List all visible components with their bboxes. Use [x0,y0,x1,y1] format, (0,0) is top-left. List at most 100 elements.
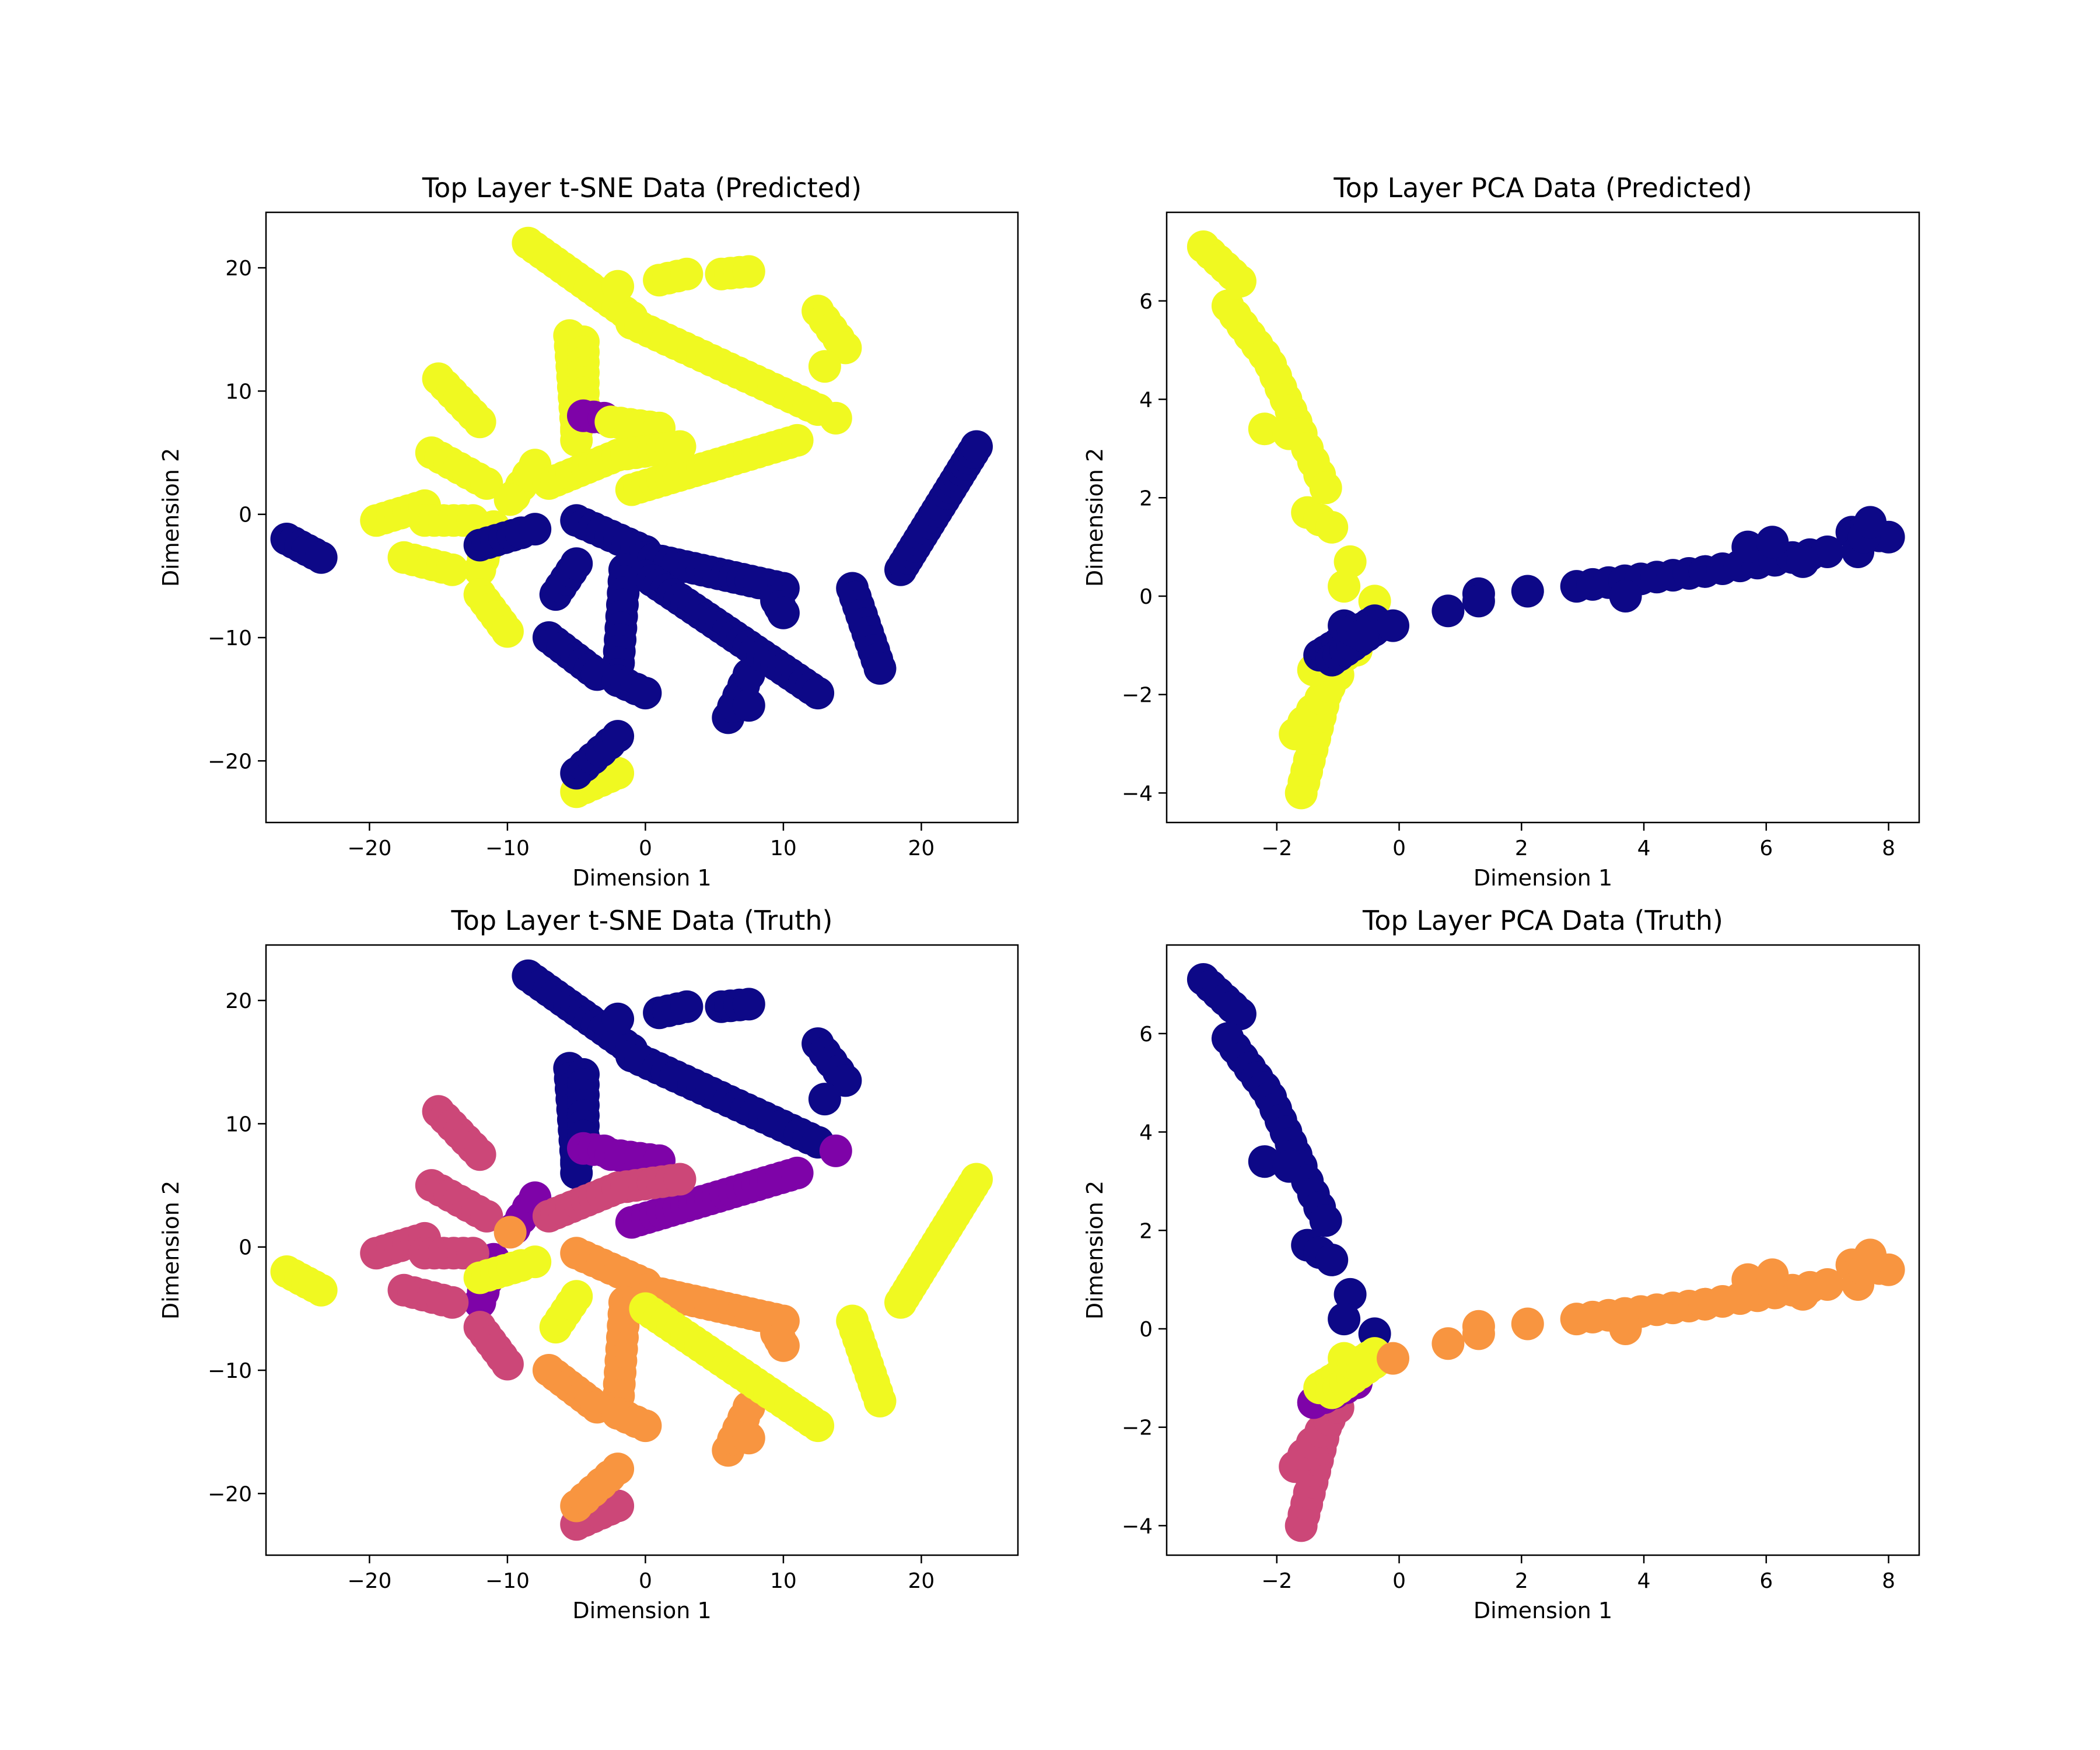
scatter-point [960,1163,993,1196]
scatter-point [601,1452,635,1486]
scatter-point [1223,998,1256,1031]
scatter-point [1854,1238,1887,1272]
scatter-point [1315,1243,1349,1276]
scatter-point [670,990,704,1023]
scatter-point [960,430,993,463]
scatter-point [1462,1317,1495,1350]
scatter-point [1511,1307,1544,1340]
y-tick-label: 2 [1139,1219,1153,1243]
x-tick-label: 8 [1882,836,1895,860]
scatter-point [1432,594,1465,628]
scatter-point [560,1280,593,1313]
scatter-points [270,959,993,1541]
scatter-point [863,652,897,685]
x-tick-label: 0 [639,1569,652,1593]
y-axis-label: Dimension 2 [158,448,184,587]
subplot-4: −2 0 2 4 6 8 −4 −2 0 2 4 6 Top Layer PCA Data (Truth… [1082,905,1920,1623]
scatter-point [802,1409,835,1443]
y-tick-label: 4 [1139,388,1153,412]
subplot-2: −2 0 2 4 6 8 −4 −2 0 2 4 6 Top Layer PCA Data (Predi… [1082,172,1920,891]
scatter-point [601,757,635,790]
scatter-point [732,988,765,1021]
subplot-title: Top Layer t-SNE Data (Truth) [451,905,833,936]
scatter-point [1309,471,1342,505]
subplot-1: −20 −10 0 10 20 −20 −10 0 10 20 Top Layer t-SNE Da… [158,172,1019,891]
scatter-point [1328,570,1361,603]
x-tick-label: 0 [639,836,652,860]
scatter-point [1334,545,1367,578]
x-tick-label: 2 [1515,1569,1528,1593]
y-tick-label: 0 [1139,585,1153,609]
scatter-point [601,1002,635,1035]
scatter-point [819,401,852,435]
scatter-point [494,1216,527,1249]
x-tick-label: −10 [485,1569,530,1593]
x-tick-label: −20 [347,1569,391,1593]
axes-frame [1166,944,1920,1556]
x-tick-label: 0 [1392,836,1406,860]
scatter-point [808,1083,841,1116]
x-axis-label: Dimension 1 [572,1598,711,1623]
x-tick-label: 8 [1882,1569,1895,1593]
scatter-point [494,483,527,516]
x-tick-label: 20 [908,836,935,860]
scatter-point [766,596,800,629]
y-tick-label: 0 [239,1236,252,1260]
scatter-point [1248,1145,1281,1178]
scatter-point [491,615,524,648]
x-tick-label: −2 [1261,1569,1292,1593]
scatter-point [1432,1327,1465,1360]
y-tick-label: 10 [225,380,252,404]
scatter-point [1334,1278,1367,1311]
y-tick-label: −10 [208,626,252,650]
scatter-point [463,553,496,586]
scatter-point [780,1156,814,1189]
scatter-point [1309,1204,1342,1237]
scatter-point [463,1138,496,1171]
y-axis-label: Dimension 2 [1082,448,1108,587]
y-tick-label: −4 [1122,1514,1153,1538]
y-tick-label: 20 [225,257,252,281]
scatter-point [560,1156,593,1189]
y-tick-label: 6 [1139,1023,1153,1046]
scatter-points [270,226,993,808]
subplot-title: Top Layer PCA Data (Predicted) [1333,172,1752,204]
y-tick-label: −20 [208,1482,252,1506]
scatter-point [519,1245,552,1279]
axes-frame [265,944,1019,1556]
x-tick-label: 4 [1637,836,1651,860]
y-tick-label: −10 [208,1359,252,1383]
scatter-point [1854,506,1887,539]
y-tick-label: 0 [1139,1318,1153,1342]
scatter-point [1811,536,1844,568]
scatter-point [1731,1263,1765,1296]
x-axis-label: Dimension 1 [1474,1598,1612,1623]
y-tick-label: 6 [1139,290,1153,314]
scatter-point [1328,1303,1361,1336]
scatter-point [1609,580,1642,612]
scatter-point [1731,530,1765,564]
scatter-point [732,689,765,722]
scatter-point [519,513,552,546]
x-axis-label: Dimension 1 [1474,865,1612,891]
scatter-point [1377,609,1409,642]
scatter-point [629,677,662,710]
scatter-point [1811,1268,1844,1301]
y-axis-label: Dimension 2 [1082,1181,1108,1320]
scatter-point [601,1489,635,1522]
y-tick-label: 0 [239,503,252,527]
subplot-3: −20 −10 0 10 20 −20 −10 0 10 20 Top Layer t-SNE Da… [158,905,1019,1623]
scatter-point [304,1273,338,1307]
scatter-point [1377,1342,1409,1375]
x-tick-label: −20 [347,836,391,860]
scatter-point [436,1286,469,1319]
subplot-title: Top Layer t-SNE Data (Predicted) [422,172,862,204]
scatter-point [819,1134,852,1167]
scatter-point [663,1163,696,1196]
y-axis-label: Dimension 2 [158,1181,184,1320]
scatter-point [470,1199,503,1233]
x-tick-label: 4 [1637,1569,1651,1593]
scatter-point [1462,584,1495,618]
scatter-point [1346,619,1379,652]
